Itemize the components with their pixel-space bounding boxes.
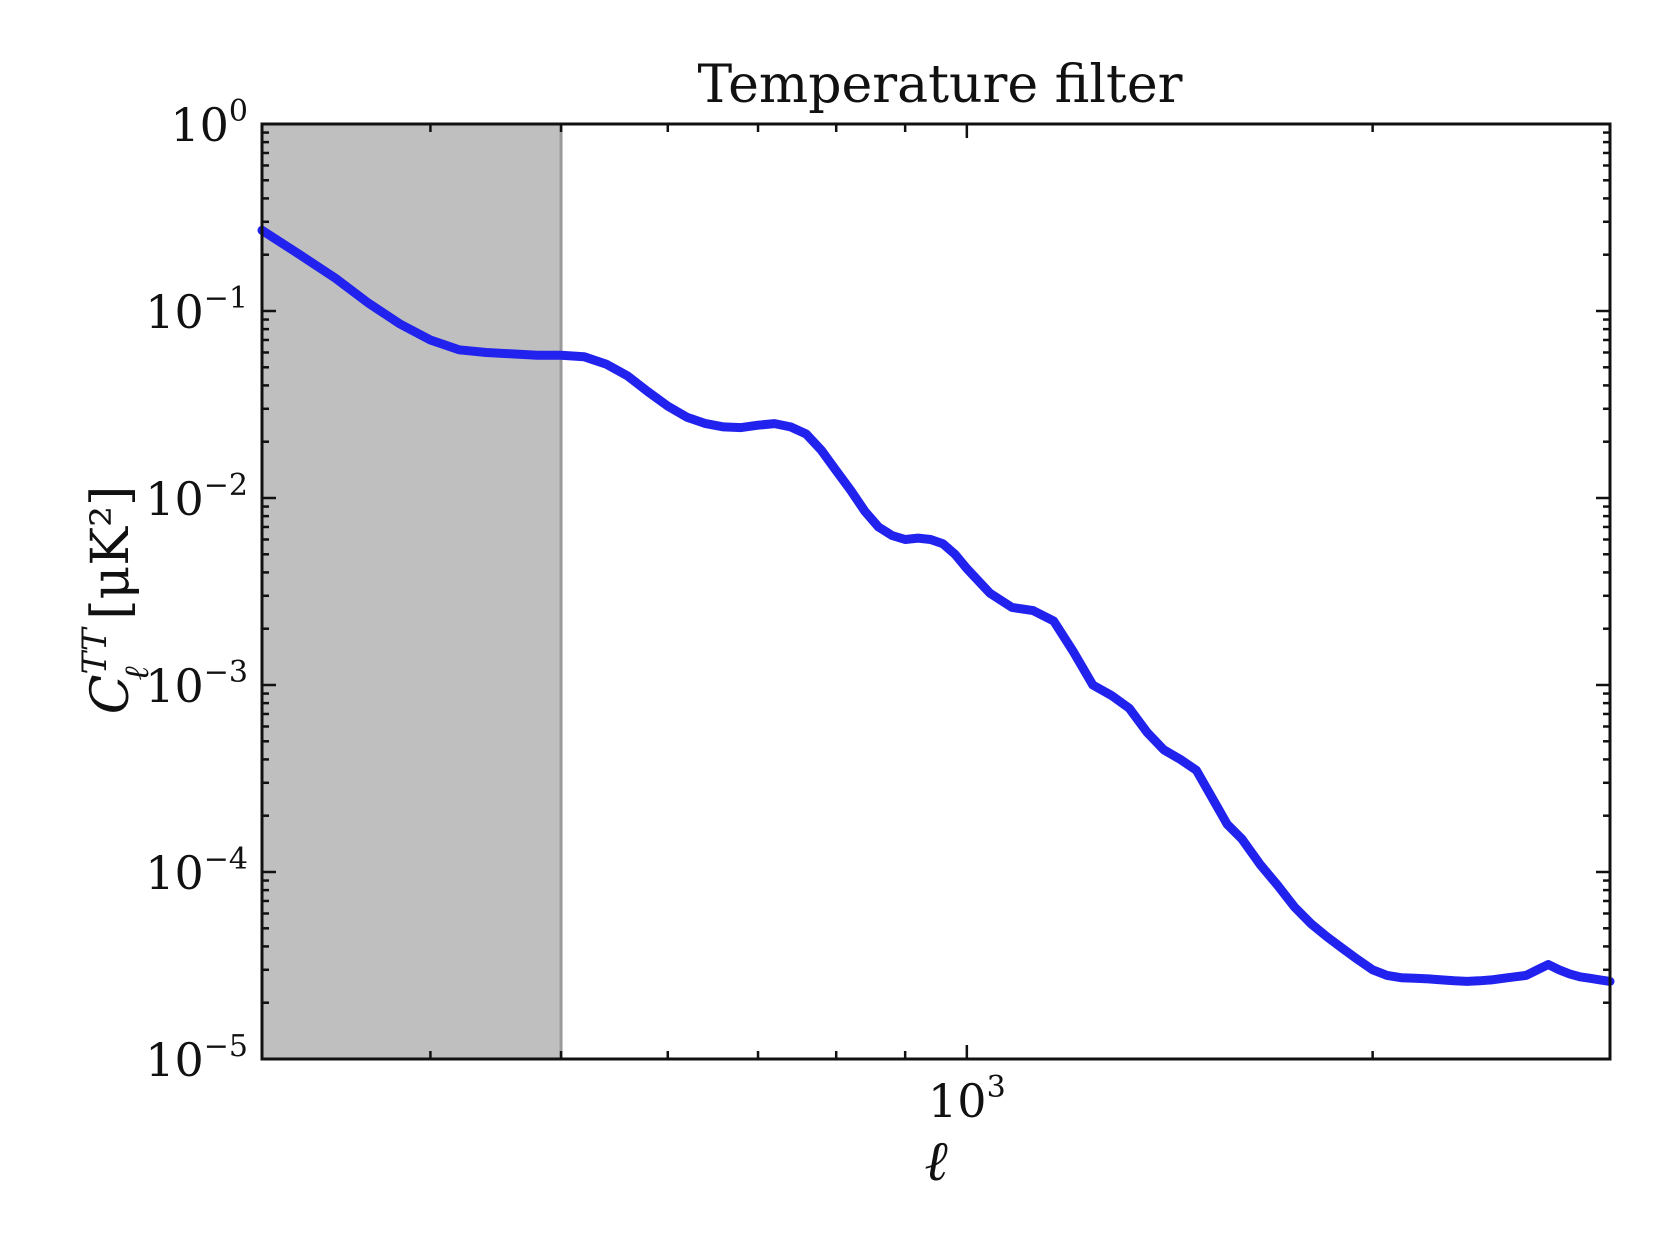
y-axis-label-subscript: ℓ <box>117 666 157 680</box>
y-tick-label-base: 10 <box>145 472 204 526</box>
y-axis-label-unit: [μK²] <box>81 486 141 637</box>
y-tick-label-base: 10 <box>145 846 204 900</box>
y-tick-label: 10−3 <box>145 655 248 713</box>
y-tick-label-exponent: 0 <box>229 94 248 129</box>
plot-area <box>257 122 1615 1061</box>
y-tick-label-exponent: −4 <box>204 842 248 877</box>
excluded-multipole-region <box>262 124 562 1059</box>
y-tick-label-base: 10 <box>145 285 204 339</box>
y-tick-label-exponent: −5 <box>204 1029 248 1064</box>
y-tick-label-base: 10 <box>145 659 204 713</box>
y-tick-label: 10−1 <box>145 281 248 339</box>
y-axis-label: CTTℓ [μK²] <box>75 486 157 715</box>
y-tick-label-exponent: −3 <box>204 655 248 690</box>
y-tick-label: 10−5 <box>145 1029 248 1087</box>
series-line-0 <box>257 225 1615 986</box>
chart-title: Temperature filter <box>697 55 1182 115</box>
x-tick-label-exponent: 3 <box>987 1070 1006 1105</box>
x-tick-label: 103 <box>928 1070 1006 1128</box>
y-axis-label-symbol: C <box>81 674 141 714</box>
x-tick-label-base: 10 <box>928 1074 987 1128</box>
y-tick-label: 10−4 <box>145 842 248 900</box>
y-tick-label-exponent: −2 <box>204 468 248 503</box>
axes-frame <box>260 122 1612 1061</box>
y-tick-label: 100 <box>170 94 248 152</box>
x-axis-label: ℓ <box>924 1129 948 1194</box>
y-axis-label-superscript: TT <box>75 626 115 674</box>
y-tick-label: 10−2 <box>145 468 248 526</box>
axis-ticks <box>262 122 1610 1061</box>
y-tick-label-base: 10 <box>145 1033 204 1087</box>
y-tick-label-exponent: −1 <box>204 281 248 316</box>
y-tick-label-base: 10 <box>170 98 229 152</box>
